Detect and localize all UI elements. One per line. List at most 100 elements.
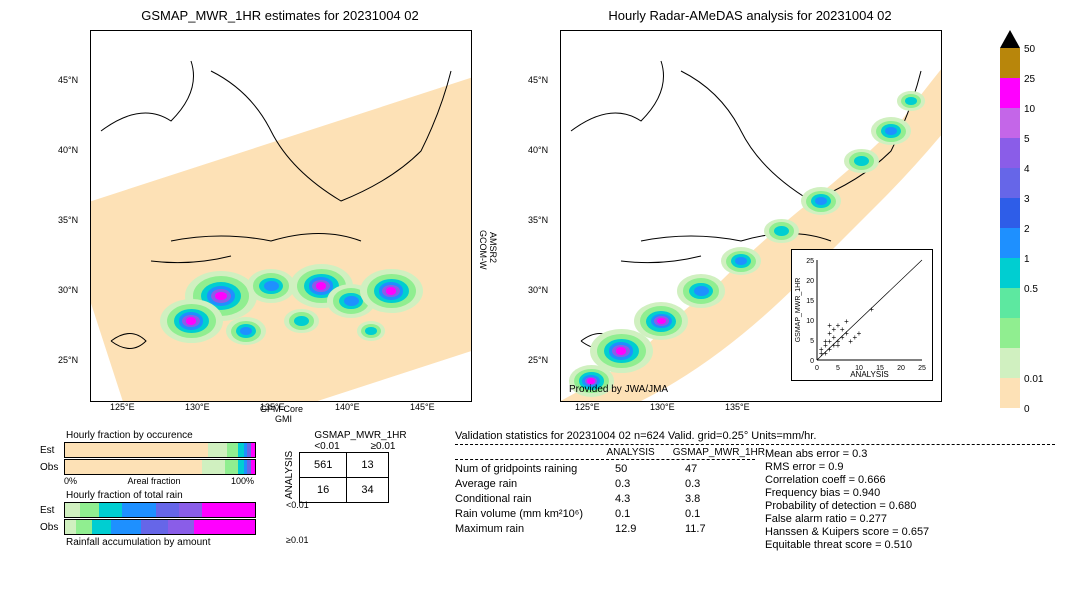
stat-line: Equitable threat score = 0.510 — [765, 539, 1045, 551]
rain-blob — [616, 347, 627, 354]
rain-blob — [854, 156, 869, 167]
colorbar: 502510543210.50.010 — [1000, 30, 1020, 408]
bar-segment — [122, 503, 156, 517]
colorbar-segment — [1000, 258, 1020, 288]
val-row-b: 47 — [685, 463, 697, 475]
stat-line: Mean abs error = 0.3 — [765, 448, 1045, 460]
rain-blob — [264, 281, 279, 292]
svg-text:+: + — [857, 329, 862, 338]
tick: 25°N — [528, 355, 548, 365]
ct-c21: 16 — [300, 478, 347, 503]
tick: 35°N — [58, 215, 78, 225]
tick: 40°N — [58, 145, 78, 155]
rain-blob — [316, 282, 327, 289]
stat-line: Frequency bias = 0.940 — [765, 487, 1045, 499]
val-row-b: 11.7 — [685, 523, 706, 535]
val-row-label: Rain volume (mm km²10⁶) — [455, 508, 615, 520]
rain-blob — [186, 317, 197, 324]
svg-text:25: 25 — [918, 365, 926, 372]
ct-lt: <0.01 — [299, 441, 355, 452]
tick: 30°N — [528, 285, 548, 295]
colorbar-tick: 1 — [1024, 254, 1030, 265]
colorbar-tick: 0.01 — [1024, 374, 1043, 385]
colorbar-segment — [1000, 48, 1020, 78]
rain-blob — [386, 287, 397, 294]
rain-blob — [657, 318, 666, 324]
svg-text:+: + — [836, 341, 841, 350]
svg-text:+: + — [844, 317, 849, 326]
colorbar-tick: 0 — [1024, 404, 1030, 415]
bar-segment — [80, 503, 99, 517]
colorbar-tick: 25 — [1024, 74, 1035, 85]
bar-segment — [65, 520, 76, 534]
bar-segment — [65, 503, 80, 517]
colorbar-tick: 4 — [1024, 164, 1030, 175]
svg-text:+: + — [831, 325, 836, 334]
xlabel: Areal fraction — [77, 476, 231, 486]
colorbar-segment — [1000, 318, 1020, 348]
bar-segment — [202, 460, 225, 474]
bar-segment — [65, 443, 208, 457]
svg-text:5: 5 — [810, 338, 814, 345]
bar-segment — [111, 520, 141, 534]
val-row-label: Average rain — [455, 478, 615, 490]
svg-text:+: + — [836, 321, 841, 330]
stat-line: Probability of detection = 0.680 — [765, 500, 1045, 512]
svg-text:20: 20 — [806, 278, 814, 285]
bar-segment — [251, 443, 255, 457]
provider-label: Provided by JWA/JMA — [569, 384, 668, 395]
tick: 125°E — [575, 402, 600, 412]
svg-text:20: 20 — [897, 365, 905, 372]
ct-ge: ≥0.01 — [355, 441, 411, 452]
svg-text:15: 15 — [806, 298, 814, 305]
val-row-label: Maximum rain — [455, 523, 615, 535]
stat-line: False alarm ratio = 0.277 — [765, 513, 1045, 525]
bar-segment — [202, 503, 255, 517]
colorbar-segment — [1000, 78, 1020, 108]
tick: 40°N — [528, 145, 548, 155]
bar-segment — [194, 520, 255, 534]
svg-text:10: 10 — [806, 318, 814, 325]
bar-segment — [65, 460, 202, 474]
tick: 30°N — [58, 285, 78, 295]
bar-segment — [179, 503, 202, 517]
colorbar-segment — [1000, 378, 1020, 408]
total-title: Hourly fraction of total rain — [66, 490, 260, 501]
tick: 130°E — [650, 402, 675, 412]
val-row-a: 0.3 — [615, 478, 685, 490]
colorbar-tick: 10 — [1024, 104, 1035, 115]
tick: 25°N — [58, 355, 78, 365]
fraction-bars: Hourly fraction by occurence Est Obs 0%A… — [40, 430, 260, 548]
colorbar-tick: 0.5 — [1024, 284, 1038, 295]
swath-label-gcom: GCOM-W — [478, 230, 488, 270]
val-col2: GSMAP_MWR_1HR — [673, 447, 765, 458]
contingency-table: GSMAP_MWR_1HR ANALYSIS <0.01≥0.01 56113 … — [280, 430, 411, 503]
stat-line: Correlation coeff = 0.666 — [765, 474, 1045, 486]
ct-lt2: <0.01 — [286, 500, 309, 510]
colorbar-segment — [1000, 288, 1020, 318]
tick: 135°E — [725, 402, 750, 412]
val-row-b: 0.1 — [685, 508, 700, 520]
tick: 130°E — [185, 402, 210, 412]
bar-segment — [227, 443, 238, 457]
swath-label-amsr2: AMSR2 — [488, 232, 498, 263]
val-row-a: 4.3 — [615, 493, 685, 505]
tick: 45°N — [528, 75, 548, 85]
ct-c11: 561 — [300, 453, 347, 478]
rain-blob — [344, 296, 359, 307]
right-map: Provided by JWA/JMA 00551010151520202525… — [560, 30, 942, 402]
bar-segment — [76, 520, 91, 534]
validation-panel: Validation statistics for 20231004 02 n=… — [455, 430, 1055, 552]
val-col1: ANALYSIS — [606, 447, 672, 458]
bar-segment — [251, 460, 255, 474]
val-row-label: Conditional rain — [455, 493, 615, 505]
bar-segment — [141, 520, 168, 534]
rain-blob — [694, 286, 709, 297]
accum-title: Rainfall accumulation by amount — [66, 537, 260, 548]
colorbar-tick: 3 — [1024, 194, 1030, 205]
tick: 145°E — [410, 402, 435, 412]
bar-segment — [99, 503, 122, 517]
bar-segment — [168, 520, 195, 534]
left-map-title: GSMAP_MWR_1HR estimates for 20231004 02 — [90, 8, 470, 23]
ct-col-header: GSMAP_MWR_1HR — [310, 430, 411, 441]
